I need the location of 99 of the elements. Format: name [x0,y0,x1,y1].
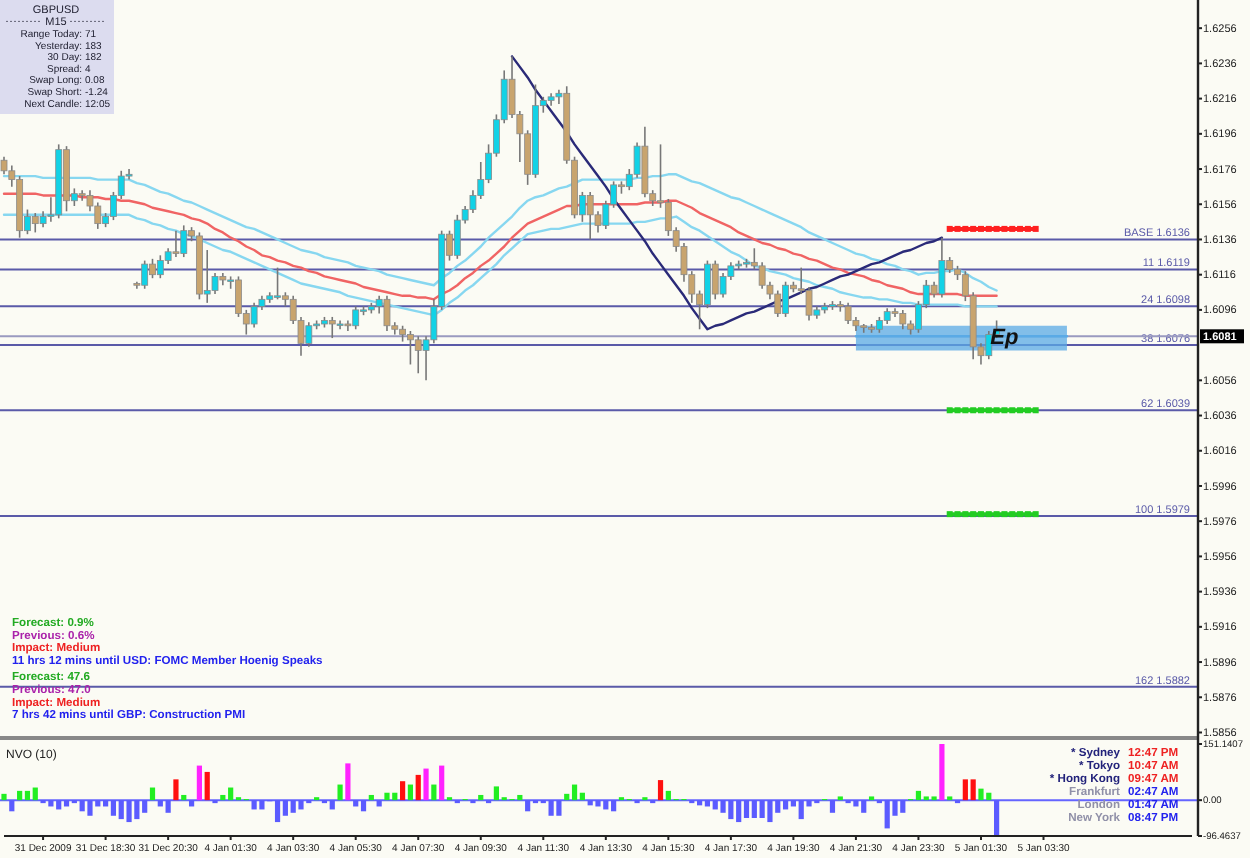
bar [173,779,179,801]
candlestick [352,305,360,331]
line-series [510,55,944,331]
bar [439,765,445,801]
bar [17,790,23,801]
bar [400,781,406,801]
bar [204,771,210,801]
candlestick [774,289,782,318]
bar [407,784,414,801]
candlestick [407,330,414,366]
candlestick [899,309,907,331]
point [1024,407,1031,414]
point [1009,407,1016,414]
point [1017,511,1024,518]
bar [392,792,398,801]
candlestick [149,258,156,279]
bar [939,744,945,801]
point [985,511,992,518]
point [1009,225,1016,232]
bar [368,794,374,801]
point [946,225,953,232]
candlestick [180,224,188,258]
point [970,225,977,232]
candlestick [328,316,336,339]
point [954,225,961,232]
bar [986,792,992,801]
bar [962,779,968,801]
candlestick [782,280,789,318]
bar [384,792,390,801]
candlestick [172,229,180,258]
bar [149,787,156,801]
candlestick [383,295,391,332]
candlestick [250,302,258,329]
point [1032,225,1039,232]
bar [24,790,31,801]
candlestick [704,259,711,309]
bar [345,763,351,801]
point [993,225,1000,232]
bar [228,787,234,801]
candlestick [938,236,946,299]
point [946,407,953,414]
point [1001,225,1008,232]
point [1024,511,1031,518]
point [1032,407,1039,414]
candlestick [414,335,422,375]
point [993,407,1000,414]
bar [564,793,570,801]
point [1024,225,1031,232]
candlestick [274,266,281,301]
bar [571,784,578,801]
annotation: Ep [990,326,1020,351]
candlestick [156,254,164,279]
point [954,511,961,518]
bar [493,786,499,801]
candlestick [844,302,852,325]
bar [220,794,226,801]
bar [431,784,437,801]
bar [915,790,922,801]
bar [665,790,671,801]
candlestick [711,259,719,301]
candlestick [586,191,594,241]
point [985,225,992,232]
point [977,225,984,232]
candlestick [985,330,993,360]
candlestick [641,125,649,199]
point [954,407,961,414]
bar [32,787,38,801]
point [962,225,969,232]
bar [478,794,484,801]
bar [978,788,984,801]
bar [196,765,202,801]
bar [517,794,523,801]
bar [337,784,343,801]
point [993,511,1000,518]
point [970,511,977,518]
candlestick [31,212,39,234]
point [985,407,992,414]
bar [657,780,664,801]
bar [415,774,421,801]
bar [181,794,187,801]
candlestick [305,321,313,348]
point [1032,511,1039,518]
candlestick [453,214,461,260]
point [977,511,984,518]
point [962,407,969,414]
point [962,511,969,518]
point [970,407,977,414]
point [946,511,953,518]
bar [579,792,585,801]
point [1017,225,1024,232]
point [1001,511,1008,518]
point [1017,407,1024,414]
point [977,407,984,414]
candlestick [141,259,149,290]
bar [423,768,429,801]
point [1001,407,1008,414]
bar [1,793,7,801]
point [1009,511,1016,518]
bar [970,779,976,801]
